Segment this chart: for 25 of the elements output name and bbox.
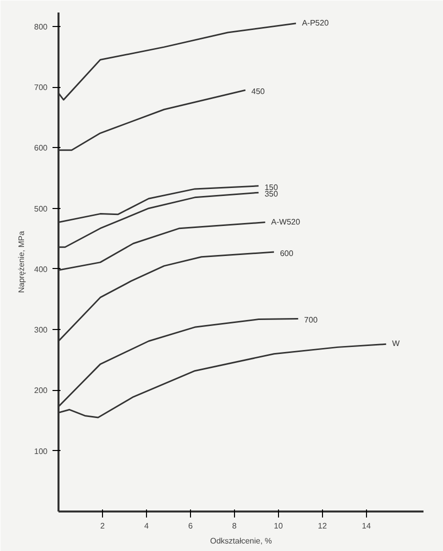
y-tick-label: 600	[34, 144, 48, 153]
series-label: 600	[280, 248, 294, 258]
x-tick-label: 10	[274, 522, 284, 530]
x-axis-title: Odkształcenie, %	[210, 536, 272, 546]
y-tick-label: 500	[34, 204, 48, 214]
series-label: A-W520	[271, 217, 301, 226]
y-tick-label: 200	[34, 386, 48, 396]
y-tick-label: 100	[34, 446, 48, 456]
y-axis-title: Naprężenie, MPa	[17, 230, 26, 293]
series-label: W	[392, 339, 400, 348]
x-tick-label: 4	[144, 522, 150, 530]
x-tick-label: 6	[188, 522, 194, 530]
y-tick-label: 700	[34, 83, 48, 92]
series-label: A-P520	[302, 18, 330, 28]
y-tick-label: 400	[34, 264, 48, 274]
y-tick-label: 300	[34, 326, 48, 335]
y-tick-label: 800	[34, 22, 48, 32]
series-label: 350	[264, 190, 278, 199]
series-label: 150	[264, 182, 278, 192]
x-tick-label: 12	[318, 522, 328, 530]
series-label: 450	[251, 87, 266, 96]
series-label: 700	[304, 316, 318, 325]
x-tick-label: 2	[100, 522, 106, 530]
x-tick-label: 14	[362, 522, 372, 530]
x-tick-label: 8	[232, 522, 238, 530]
